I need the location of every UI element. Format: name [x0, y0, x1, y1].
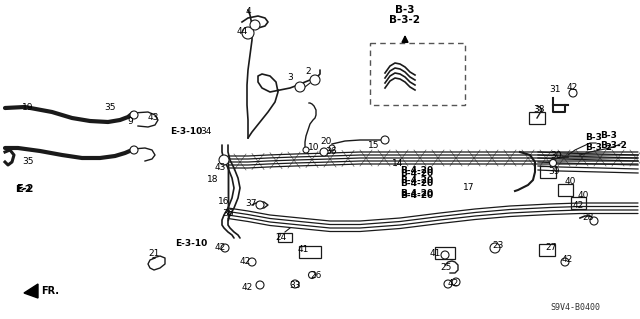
Text: 25: 25 — [440, 263, 451, 272]
Text: 31: 31 — [549, 85, 561, 94]
Circle shape — [291, 280, 299, 288]
Text: 28: 28 — [582, 213, 593, 222]
Text: B-4-20: B-4-20 — [400, 166, 433, 175]
Circle shape — [250, 20, 260, 30]
Text: 38: 38 — [533, 106, 545, 115]
Text: 35: 35 — [22, 158, 34, 167]
Circle shape — [130, 111, 138, 119]
Text: 42: 42 — [215, 243, 227, 253]
Text: 30: 30 — [550, 151, 561, 160]
Text: 33: 33 — [289, 281, 301, 291]
Text: 17: 17 — [463, 183, 474, 192]
Text: 21: 21 — [148, 249, 159, 258]
Text: 42: 42 — [562, 256, 573, 264]
Text: 36: 36 — [222, 210, 234, 219]
Text: 19: 19 — [22, 102, 34, 112]
Text: 40: 40 — [565, 177, 577, 187]
Text: 41: 41 — [298, 246, 309, 255]
Bar — [529, 112, 545, 124]
Text: E-3-10: E-3-10 — [170, 127, 202, 136]
Text: E-3-10: E-3-10 — [175, 239, 207, 248]
Text: 24: 24 — [275, 233, 286, 241]
Text: 42: 42 — [567, 83, 579, 92]
Text: 43: 43 — [215, 164, 227, 173]
Text: B-4-20: B-4-20 — [400, 169, 433, 179]
Text: 23: 23 — [492, 241, 504, 249]
Text: B-3: B-3 — [396, 5, 415, 15]
Circle shape — [550, 160, 557, 167]
FancyBboxPatch shape — [370, 43, 465, 105]
Text: S9V4-B0400: S9V4-B0400 — [550, 303, 600, 313]
Text: 15: 15 — [368, 140, 380, 150]
Circle shape — [452, 278, 460, 286]
Circle shape — [310, 75, 320, 85]
Text: 20: 20 — [320, 137, 332, 146]
Text: B-3: B-3 — [585, 133, 602, 143]
Text: 37: 37 — [245, 199, 257, 209]
Circle shape — [256, 281, 264, 289]
Text: 26: 26 — [310, 271, 321, 279]
Text: 14: 14 — [392, 160, 403, 168]
Text: 42: 42 — [241, 283, 253, 292]
Text: 44: 44 — [236, 27, 248, 36]
Text: B-3-2: B-3-2 — [585, 144, 612, 152]
Text: 34: 34 — [200, 127, 211, 136]
Bar — [299, 246, 321, 258]
Text: 4: 4 — [245, 8, 251, 17]
Text: B-4-20: B-4-20 — [400, 189, 433, 198]
Text: 27: 27 — [545, 243, 556, 253]
Circle shape — [248, 258, 256, 266]
Text: 41: 41 — [430, 249, 442, 257]
Polygon shape — [24, 284, 38, 298]
Text: 36: 36 — [325, 147, 337, 157]
Circle shape — [490, 243, 500, 253]
Text: 40: 40 — [578, 191, 589, 201]
Circle shape — [329, 145, 335, 151]
Text: B-3-2: B-3-2 — [390, 15, 420, 25]
Bar — [539, 244, 555, 256]
Text: E-2: E-2 — [16, 184, 33, 194]
Text: B-3: B-3 — [600, 131, 617, 140]
Circle shape — [569, 89, 577, 97]
Circle shape — [441, 251, 449, 259]
Text: B-4-20: B-4-20 — [400, 191, 433, 201]
Text: 10: 10 — [308, 143, 319, 152]
Circle shape — [256, 201, 264, 209]
Bar — [570, 197, 586, 209]
Circle shape — [308, 271, 316, 278]
Text: E-2: E-2 — [15, 186, 31, 195]
Text: 39: 39 — [548, 167, 559, 176]
Bar — [557, 184, 573, 196]
Text: B-4-20: B-4-20 — [400, 176, 433, 185]
Text: 35: 35 — [104, 102, 116, 112]
Text: 18: 18 — [207, 175, 218, 184]
Text: 42: 42 — [448, 279, 460, 288]
Text: 9: 9 — [127, 117, 133, 127]
Text: 2: 2 — [305, 68, 311, 77]
Text: 16: 16 — [218, 197, 230, 206]
Circle shape — [561, 258, 569, 266]
Bar — [435, 247, 455, 259]
Text: 43: 43 — [148, 114, 159, 122]
Circle shape — [130, 146, 138, 154]
Text: 42: 42 — [240, 257, 252, 266]
Circle shape — [381, 136, 389, 144]
Text: 3: 3 — [287, 73, 293, 83]
Circle shape — [295, 82, 305, 92]
Circle shape — [221, 244, 229, 252]
Text: FR.: FR. — [41, 286, 59, 296]
Circle shape — [242, 27, 254, 39]
Circle shape — [444, 280, 452, 288]
Bar — [540, 166, 556, 178]
Text: B-3-2: B-3-2 — [600, 141, 627, 150]
Circle shape — [320, 148, 328, 156]
Circle shape — [219, 155, 229, 165]
Circle shape — [303, 147, 309, 153]
Circle shape — [590, 217, 598, 225]
Bar — [278, 233, 292, 241]
Text: 42: 42 — [573, 201, 584, 210]
Text: B-4-20: B-4-20 — [400, 179, 433, 188]
